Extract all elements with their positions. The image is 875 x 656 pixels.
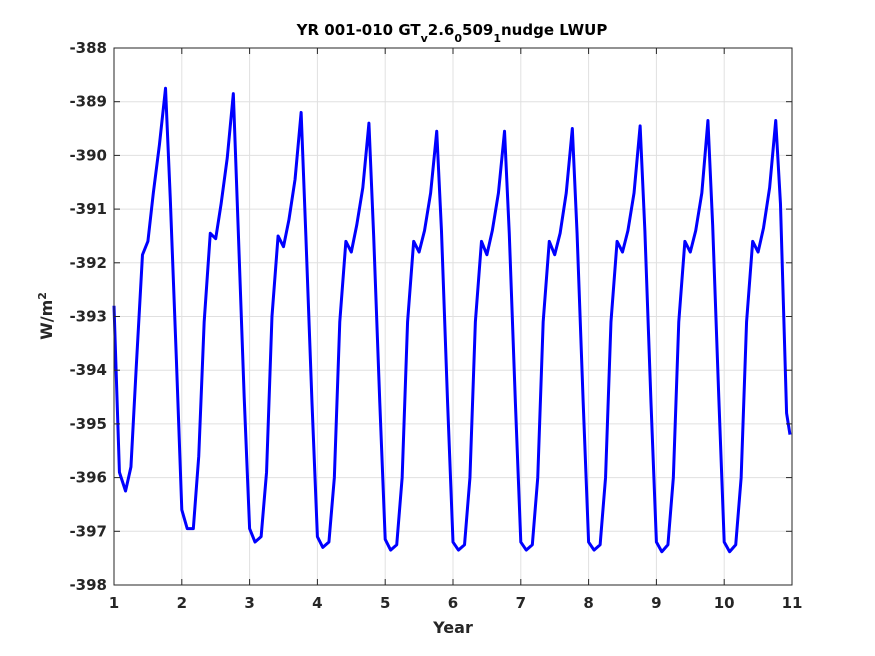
- y-tick-label-0: -398: [69, 576, 107, 594]
- y-tick-label-10: -388: [69, 39, 107, 57]
- title-part-4: 509: [462, 21, 493, 39]
- tick-labels: 1 2 3 4 5 6 7 8 9 10 11 -398 -397 -396 -395 -394 -393 -39…: [69, 39, 802, 612]
- series-line-0: [112, 86, 792, 554]
- x-tick-label-4: 5: [380, 594, 390, 612]
- x-tick-label-0: 1: [109, 594, 119, 612]
- x-tick-label-5: 6: [448, 594, 458, 612]
- title-part-5: 1: [493, 32, 501, 45]
- title-part-3: 0: [454, 32, 462, 45]
- y-tick-label-5: -393: [69, 308, 107, 326]
- x-tick-label-10: 11: [782, 594, 803, 612]
- y-tick-label-4: -394: [69, 361, 107, 379]
- title-part-2: 2.6: [428, 21, 455, 39]
- series-layer: [112, 86, 792, 554]
- x-tick-label-1: 2: [177, 594, 187, 612]
- x-tick-label-7: 8: [583, 594, 593, 612]
- chart-title: YR 001-010 GTv2.605091nudge LWUP: [296, 21, 608, 45]
- y-axis-title-base: W/m: [37, 300, 56, 340]
- y-tick-label-7: -391: [69, 200, 107, 218]
- title-part-6: nudge LWUP: [501, 21, 607, 39]
- x-tick-label-8: 9: [651, 594, 661, 612]
- x-tick-label-6: 7: [516, 594, 526, 612]
- y-axis-title: W/m2: [36, 292, 57, 340]
- x-tick-label-2: 3: [244, 594, 254, 612]
- title-part-1: v: [421, 32, 429, 45]
- x-axis-title: Year: [432, 618, 473, 637]
- y-tick-label-8: -390: [69, 146, 107, 164]
- x-tick-label-3: 4: [312, 594, 322, 612]
- title-part-0: YR 001-010 GT: [296, 21, 422, 39]
- x-tick-label-9: 10: [714, 594, 735, 612]
- y-tick-label-6: -392: [69, 254, 107, 272]
- y-tick-label-1: -397: [69, 522, 107, 540]
- axes: [113, 47, 793, 586]
- y-tick-label-9: -389: [69, 93, 107, 111]
- y-tick-label-3: -395: [69, 415, 107, 433]
- y-tick-label-2: -396: [69, 469, 107, 487]
- y-axis-title-sup: 2: [36, 292, 49, 300]
